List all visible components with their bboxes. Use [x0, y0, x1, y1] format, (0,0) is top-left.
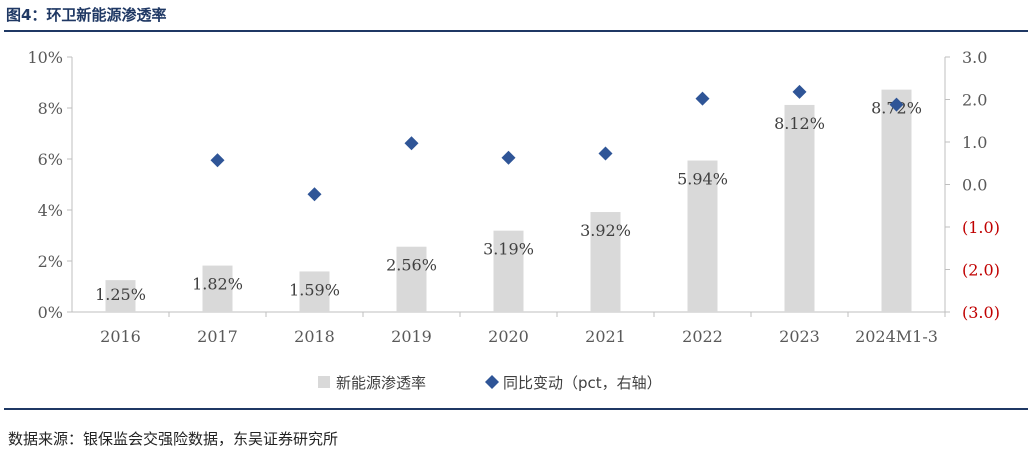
yoy-diamond-marker: [404, 136, 419, 151]
right-tick-label: (3.0): [962, 303, 1000, 322]
x-tick-label: 2022: [682, 327, 723, 346]
legend-bar-label: 新能源渗透率: [336, 374, 426, 392]
x-tick-label: 2019: [391, 327, 432, 346]
bar: [299, 271, 330, 312]
yoy-diamond-marker: [792, 84, 807, 99]
x-tick-label: 2018: [294, 327, 335, 346]
bar-value-label: 3.19%: [483, 240, 534, 259]
yoy-diamond-marker: [210, 153, 225, 168]
bar-value-label: 5.94%: [677, 170, 728, 189]
left-tick-label: 0%: [38, 303, 63, 322]
bar: [784, 104, 815, 312]
right-tick-label: 2.0: [962, 91, 987, 110]
figure-title: 图4：环卫新能源渗透率: [6, 6, 167, 24]
bar: [105, 280, 136, 312]
bar: [687, 160, 718, 312]
legend-diamond-swatch: [485, 375, 499, 389]
x-tick-label: 2023: [779, 327, 820, 346]
yoy-diamond-marker: [598, 146, 613, 161]
yoy-diamond-marker: [889, 97, 904, 112]
bar-value-label: 1.25%: [95, 285, 146, 304]
legend-diamond-label: 同比变动（pct，右轴）: [503, 374, 662, 392]
x-tick-label: 2021: [585, 327, 626, 346]
left-tick-label: 4%: [38, 201, 63, 220]
bar-value-label: 8.12%: [774, 114, 825, 133]
left-tick-label: 2%: [38, 252, 63, 271]
bar-value-label: 2.56%: [386, 256, 437, 275]
left-tick-label: 8%: [38, 99, 63, 118]
x-tick-label: 2020: [488, 327, 529, 346]
yoy-diamond-marker: [501, 150, 516, 165]
x-tick-label: 2024M1-3: [855, 327, 938, 346]
bar-value-label: 1.59%: [289, 280, 340, 299]
yoy-diamond-marker: [307, 187, 322, 202]
bottom-rule: [4, 408, 1028, 410]
top-rule: [4, 30, 1028, 32]
right-tick-label: 3.0: [962, 48, 987, 67]
right-tick-label: (2.0): [962, 261, 1000, 280]
bar: [396, 246, 427, 312]
left-tick-label: 6%: [38, 150, 63, 169]
right-tick-label: 0.0: [962, 176, 987, 195]
legend-bar-swatch: [318, 376, 330, 388]
bar-value-label: 1.82%: [192, 275, 243, 294]
source-note: 数据来源：银保监会交强险数据，东吴证券研究所: [8, 430, 339, 448]
bar: [881, 89, 912, 312]
bar-value-label: 3.92%: [580, 221, 631, 240]
x-tick-label: 2017: [197, 327, 238, 346]
yoy-diamond-marker: [695, 91, 710, 106]
bar: [493, 230, 524, 312]
x-tick-label: 2016: [100, 327, 141, 346]
left-tick-label: 10%: [27, 48, 63, 67]
right-tick-label: 1.0: [962, 133, 987, 152]
bar: [590, 212, 621, 312]
right-tick-label: (1.0): [962, 218, 1000, 237]
bar: [202, 265, 233, 312]
